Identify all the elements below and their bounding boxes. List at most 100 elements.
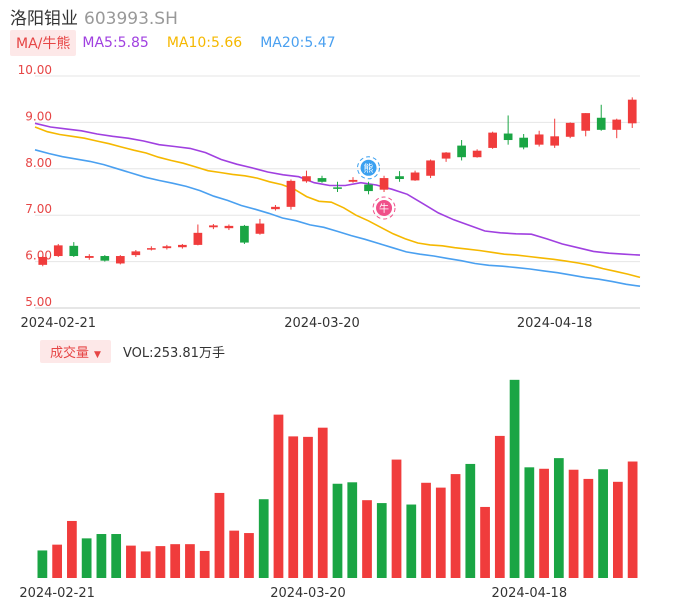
volume-bar bbox=[185, 544, 195, 578]
volume-bar bbox=[391, 459, 402, 578]
ma10-label: MA10:5.66 bbox=[166, 35, 243, 51]
candle-body bbox=[472, 150, 482, 158]
marker-badge bbox=[360, 159, 377, 176]
volume-indicator-button[interactable]: 成交量 ▼ bbox=[40, 339, 111, 363]
volume-bar bbox=[376, 503, 387, 578]
candle bbox=[550, 118, 560, 148]
candle bbox=[348, 177, 358, 183]
candle bbox=[488, 131, 497, 149]
volume-bar bbox=[553, 458, 564, 578]
volume-bar bbox=[406, 504, 417, 578]
candle-body bbox=[364, 184, 373, 192]
x-tick-label: 2024-03-20 bbox=[284, 316, 360, 331]
candle bbox=[364, 181, 373, 195]
candle bbox=[53, 243, 63, 257]
candle-body bbox=[550, 136, 560, 146]
ma-indicator-button[interactable]: MA/牛熊 bbox=[10, 30, 77, 56]
candle bbox=[410, 170, 420, 181]
candle bbox=[317, 175, 327, 183]
candle-body bbox=[565, 122, 575, 137]
volume-bar bbox=[583, 478, 594, 578]
caret-down-icon: ▼ bbox=[94, 349, 101, 360]
volume-bar bbox=[627, 461, 638, 578]
volume-button-label: 成交量 bbox=[50, 345, 90, 361]
candle-body bbox=[612, 119, 622, 130]
candle-body bbox=[441, 152, 451, 159]
candle bbox=[271, 204, 280, 211]
candle-body bbox=[410, 172, 420, 181]
candle-body bbox=[115, 256, 125, 264]
candle bbox=[333, 181, 342, 192]
candle-body bbox=[53, 245, 63, 257]
volume-bar bbox=[288, 436, 299, 578]
volume-bar bbox=[273, 414, 284, 578]
candle bbox=[441, 152, 451, 162]
candle-body bbox=[457, 145, 466, 158]
volume-bar bbox=[450, 474, 461, 578]
candle-body bbox=[519, 137, 528, 148]
candle bbox=[147, 246, 156, 251]
volume-bar bbox=[612, 481, 623, 578]
candle-body bbox=[317, 178, 327, 182]
candle-body bbox=[488, 132, 497, 148]
ma5-label: MA5:5.85 bbox=[82, 35, 149, 51]
candle-body bbox=[38, 256, 48, 265]
bull-marker-icon[interactable]: 牛 bbox=[372, 196, 396, 220]
candle-body bbox=[84, 256, 94, 258]
candle bbox=[69, 242, 79, 257]
volume-bar bbox=[524, 467, 535, 578]
candle-body bbox=[131, 251, 141, 256]
volume-bar bbox=[494, 435, 505, 578]
candle-body bbox=[395, 176, 404, 180]
candle-body bbox=[255, 223, 265, 234]
candle bbox=[395, 171, 404, 182]
volume-bar bbox=[465, 463, 476, 578]
y-tick-label: 5.00 bbox=[25, 295, 52, 309]
candle-body bbox=[240, 225, 249, 243]
candle bbox=[565, 122, 575, 139]
volume-bar bbox=[126, 545, 136, 578]
candle bbox=[209, 224, 218, 230]
candle bbox=[457, 140, 466, 161]
candle-body bbox=[271, 206, 280, 210]
candle bbox=[100, 255, 110, 262]
volume-bar bbox=[258, 499, 269, 578]
candle bbox=[131, 250, 141, 257]
volume-bar bbox=[539, 468, 549, 578]
volume-x-tick-label: 2024-03-20 bbox=[270, 586, 346, 601]
candle-body bbox=[162, 246, 172, 249]
candle-body bbox=[69, 245, 79, 257]
volume-bar bbox=[598, 469, 608, 578]
candle bbox=[193, 224, 203, 246]
volume-bar bbox=[199, 550, 210, 578]
bear-marker-icon[interactable]: 熊 bbox=[357, 156, 381, 180]
volume-legend: 成交量 ▼ VOL:253.81万手 bbox=[40, 339, 225, 363]
ma10-line bbox=[34, 126, 641, 279]
volume-bar bbox=[155, 546, 166, 578]
candle bbox=[472, 149, 482, 158]
candle-body bbox=[302, 176, 311, 182]
volume-bar bbox=[111, 534, 122, 578]
x-tick-label: 2024-02-21 bbox=[20, 316, 96, 331]
stock-header: 洛阳钼业 603993.SH bbox=[10, 4, 178, 29]
volume-bar bbox=[67, 520, 77, 578]
stock-name: 洛阳钼业 bbox=[10, 9, 78, 29]
candle bbox=[581, 113, 591, 137]
volume-bar bbox=[435, 487, 446, 578]
candle bbox=[379, 175, 389, 192]
volume-value: VOL:253.81万手 bbox=[122, 345, 225, 361]
volume-x-tick-label: 2024-02-21 bbox=[19, 586, 95, 601]
stock-code: 603993.SH bbox=[84, 9, 178, 29]
volume-x-tick-label: 2024-04-18 bbox=[492, 586, 568, 601]
candle bbox=[286, 179, 296, 210]
candle bbox=[115, 255, 125, 265]
candle bbox=[240, 224, 249, 244]
candle bbox=[162, 244, 172, 250]
volume-bar bbox=[421, 482, 431, 578]
marker-badge bbox=[376, 200, 393, 216]
candle bbox=[534, 130, 544, 147]
volume-bar bbox=[37, 550, 48, 578]
candle-body bbox=[581, 113, 591, 131]
candle-body bbox=[286, 180, 296, 207]
